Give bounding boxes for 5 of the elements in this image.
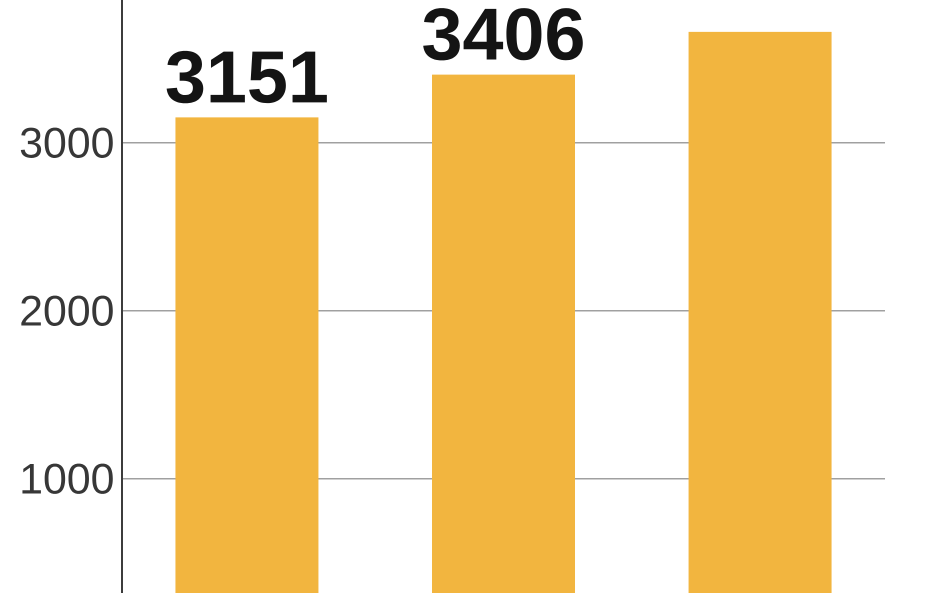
y-tick-label: 1000 [22,464,113,494]
y-tick-label: 3000 [20,128,113,158]
y-tick-label: 2000 [21,296,113,326]
data-label: 3406 [423,8,583,60]
data-label: 3151 [166,50,327,104]
